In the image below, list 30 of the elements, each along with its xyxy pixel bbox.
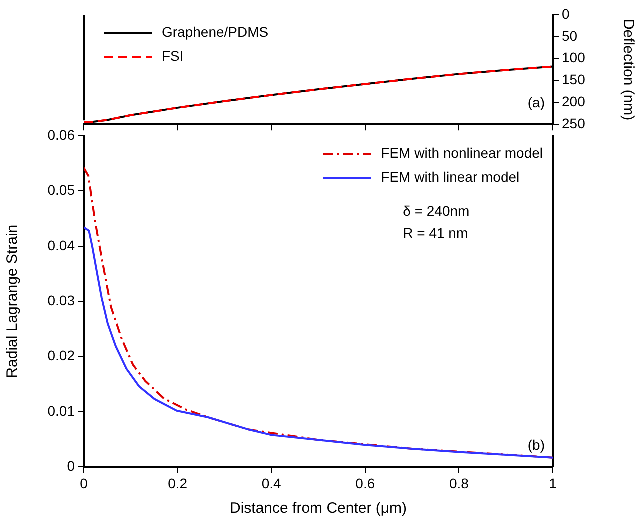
legend-label: FEM with linear model — [381, 168, 520, 185]
legend-label: Graphene/PDMS — [162, 24, 269, 40]
y-axis-title: Radial Lagrange Strain — [4, 224, 22, 378]
y-tick-label: 0.01 — [48, 402, 76, 419]
x-tick-label: 0.6 — [356, 475, 376, 492]
y-tick-label: 0.03 — [48, 292, 76, 308]
y-tick-label: 250 — [562, 115, 586, 132]
y-tick-label: 0.06 — [48, 126, 76, 143]
y-tick-label: 0.05 — [48, 182, 76, 198]
y-tick-label: 50 — [562, 28, 578, 44]
y-tick-label: 100 — [562, 50, 586, 66]
y-tick-label: 200 — [562, 94, 586, 110]
y-axis-title: Deflection (nm) — [620, 18, 637, 121]
y-tick-label: 0 — [67, 458, 76, 474]
x-tick-label: 0.8 — [449, 475, 470, 492]
x-axis-title: Distance from Center (μm) — [230, 500, 408, 518]
annotation: (a) — [528, 94, 545, 110]
annotation: R = 41 nm — [403, 224, 468, 241]
x-tick-label: 0.4 — [262, 475, 282, 492]
y-tick-label: 0.04 — [48, 237, 76, 254]
y-tick-label: 0 — [562, 6, 570, 22]
annotation: (b) — [528, 437, 545, 454]
y-tick-label: 0.02 — [48, 348, 76, 364]
legend-label: FSI — [162, 48, 184, 64]
legend-label: FEM with nonlinear model — [381, 144, 544, 161]
x-tick-label: 1 — [549, 475, 558, 492]
annotation: δ = 240nm — [403, 202, 470, 219]
x-tick-label: 0 — [80, 475, 88, 492]
y-tick-label: 150 — [562, 72, 586, 88]
x-tick-label: 0.2 — [168, 475, 188, 492]
